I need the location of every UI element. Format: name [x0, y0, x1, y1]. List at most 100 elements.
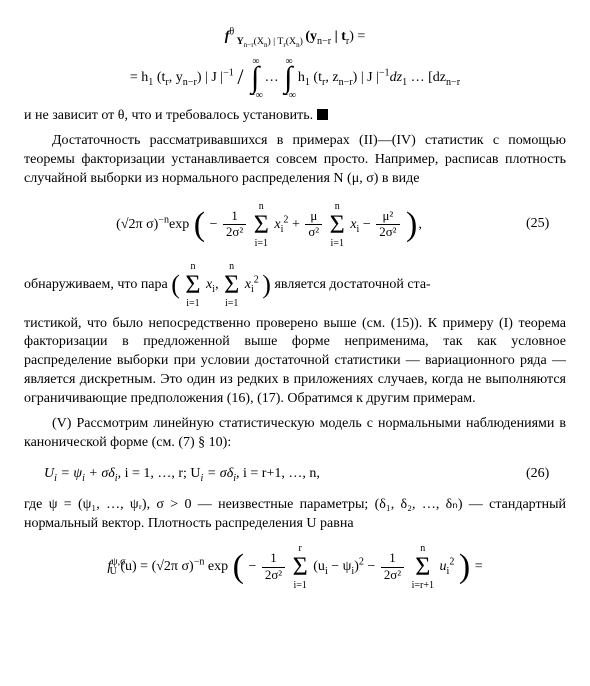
- eq-sub2: n−r: [244, 41, 254, 49]
- paragraph-linear-model: (V) Рассмотрим линейную статистическую м…: [24, 415, 566, 453]
- eq-sub: n−r: [317, 36, 331, 47]
- eq-text: −: [210, 217, 218, 232]
- frac-den: 2σ²: [223, 225, 246, 240]
- eq-sup: 2: [449, 557, 454, 568]
- body-text: является достаточной ста-: [274, 277, 430, 292]
- eq-text: dz: [390, 70, 402, 85]
- eq-sup: −n: [158, 214, 169, 225]
- body-text: (V) Рассмотрим линейную статистическую м…: [24, 416, 566, 450]
- eq-sub: i: [357, 224, 360, 235]
- equation-25-body: (√2π σ)−nexp ( − 12σ² nΣi=1 xi2 + μσ² nΣ…: [24, 201, 514, 249]
- frac-num: 1: [223, 210, 246, 226]
- eq-text: = ψ: [57, 466, 82, 481]
- eq-text: ) | T: [267, 36, 283, 47]
- sum-icon: nΣi=1: [224, 261, 239, 309]
- eq-sub: Y: [237, 36, 244, 47]
- sum-icon: nΣi=r+1: [412, 543, 434, 591]
- paragraph-pair-cont: тистикой, что было непосредственно прове…: [24, 315, 566, 409]
- eq-lim: i=1: [224, 298, 239, 309]
- eq-text: U: [44, 466, 54, 481]
- eq-lim: ∞: [285, 57, 292, 67]
- eq-text: ): [300, 36, 303, 47]
- eq-text: …: [265, 70, 279, 85]
- eq-sup: 2: [283, 214, 288, 225]
- right-paren-icon: ): [459, 550, 470, 584]
- eq-text: +: [292, 217, 303, 232]
- eq-sup: −n: [194, 557, 205, 568]
- body-text: и не зависит от θ, что и требовалось уст…: [24, 108, 317, 123]
- integral-icon: ∫∞−∞: [251, 63, 259, 93]
- sum-icon: nΣi=1: [185, 261, 200, 309]
- eq-text: exp: [169, 217, 189, 232]
- frac-num: 1: [262, 552, 285, 568]
- equation-26-body: Ui = ψi + σδi, i = 1, …, r; Ui = σδi, i …: [24, 465, 514, 484]
- eq-text: u: [440, 560, 447, 575]
- eq-text: /: [237, 64, 249, 89]
- eq-sub: n−r: [339, 77, 353, 88]
- eq-text: ,: [215, 277, 222, 292]
- eq-text: , y: [169, 70, 183, 85]
- paragraph-pair: обнаруживаем, что пара ( nΣi=1 xi, nΣi=1…: [24, 261, 566, 309]
- right-paren-icon: ): [406, 208, 417, 242]
- frac-num: μ: [305, 210, 322, 226]
- sum-icon: nΣi=1: [330, 201, 345, 249]
- eq-text: =: [471, 560, 482, 575]
- eq-text: ) | J |: [197, 70, 223, 85]
- fraction: 12σ²: [223, 210, 246, 240]
- frac-den: 2σ²: [381, 568, 404, 583]
- equation-density: fψ,σU (u) = (√2π σ)−n exp ( − 12σ² rΣi=1…: [24, 543, 566, 591]
- eq-lim: i=1: [330, 238, 345, 249]
- eq-lim: i=1: [293, 580, 308, 591]
- fraction: 12σ²: [262, 552, 285, 582]
- eq-text: (y: [305, 29, 317, 44]
- eq-sub: n−r: [183, 77, 197, 88]
- eq-text: (u) = (√2π σ): [120, 560, 193, 575]
- eq-sup: 2: [359, 557, 364, 568]
- left-paren-icon: (: [171, 272, 180, 298]
- eq-text: exp: [204, 560, 231, 575]
- equation-number: (25): [514, 215, 566, 234]
- frac-den: 2σ²: [376, 225, 399, 240]
- body-text: где ψ = (ψ₁, …, ψᵣ), σ > 0 — неизвестные…: [24, 497, 566, 531]
- eq-text: h: [298, 70, 305, 85]
- right-paren-icon: ): [262, 272, 271, 298]
- equation-25: (√2π σ)−nexp ( − 12σ² nΣi=1 xi2 + μσ² nΣ…: [24, 201, 566, 249]
- eq-text: = h: [130, 70, 148, 85]
- eq-sub: n−r: [446, 77, 460, 88]
- body-text: Достаточность рассматривавшихся в пример…: [24, 133, 566, 186]
- eq-text: ,: [418, 217, 422, 232]
- left-paren-icon: (: [233, 550, 244, 584]
- frac-num: 1: [381, 552, 404, 568]
- eq-lim: i=1: [185, 298, 200, 309]
- equation-top-line1: fθ Yn−r(Xn) | Tr(Xn) (yn−r | tr) =: [24, 28, 566, 48]
- eq-sub: i: [281, 224, 284, 235]
- eq-text: (X: [286, 36, 296, 47]
- eq-lim: i=r+1: [412, 580, 434, 591]
- sum-icon: nΣi=1: [254, 201, 269, 249]
- eq-text: (√2π σ): [116, 217, 158, 232]
- eq-text: = σδ: [203, 466, 233, 481]
- paragraph-proof-end: и не зависит от θ, что и требовалось уст…: [24, 107, 566, 126]
- frac-den: σ²: [305, 225, 322, 240]
- eq-text: −: [367, 560, 378, 575]
- sum-icon: rΣi=1: [293, 543, 308, 591]
- equation-26: Ui = ψi + σδi, i = 1, …, r; Ui = σδi, i …: [24, 465, 566, 484]
- eq-text: , z: [325, 70, 338, 85]
- eq-sub: U: [110, 566, 117, 577]
- eq-text: − ψ: [328, 560, 352, 575]
- paragraph-sufficiency: Достаточность рассматривавшихся в пример…: [24, 132, 566, 189]
- fraction: 12σ²: [381, 552, 404, 582]
- fraction: μ²2σ²: [376, 210, 399, 240]
- eq-text: (t: [153, 70, 165, 85]
- frac-num: μ²: [376, 210, 399, 226]
- eq-lim: i=1: [254, 238, 269, 249]
- fraction: μσ²: [305, 210, 322, 240]
- eq-text: (t: [310, 70, 322, 85]
- eq-sub: i: [447, 566, 450, 577]
- body-text: обнаруживаем, что пара: [24, 277, 171, 292]
- eq-text: ) =: [349, 29, 365, 44]
- body-text: тистикой, что было непосредственно прове…: [24, 316, 566, 407]
- eq-sup: −1: [223, 68, 234, 79]
- paragraph-params: где ψ = (ψ₁, …, ψᵣ), σ > 0 — неизвестные…: [24, 496, 566, 534]
- eq-text: −: [248, 560, 256, 575]
